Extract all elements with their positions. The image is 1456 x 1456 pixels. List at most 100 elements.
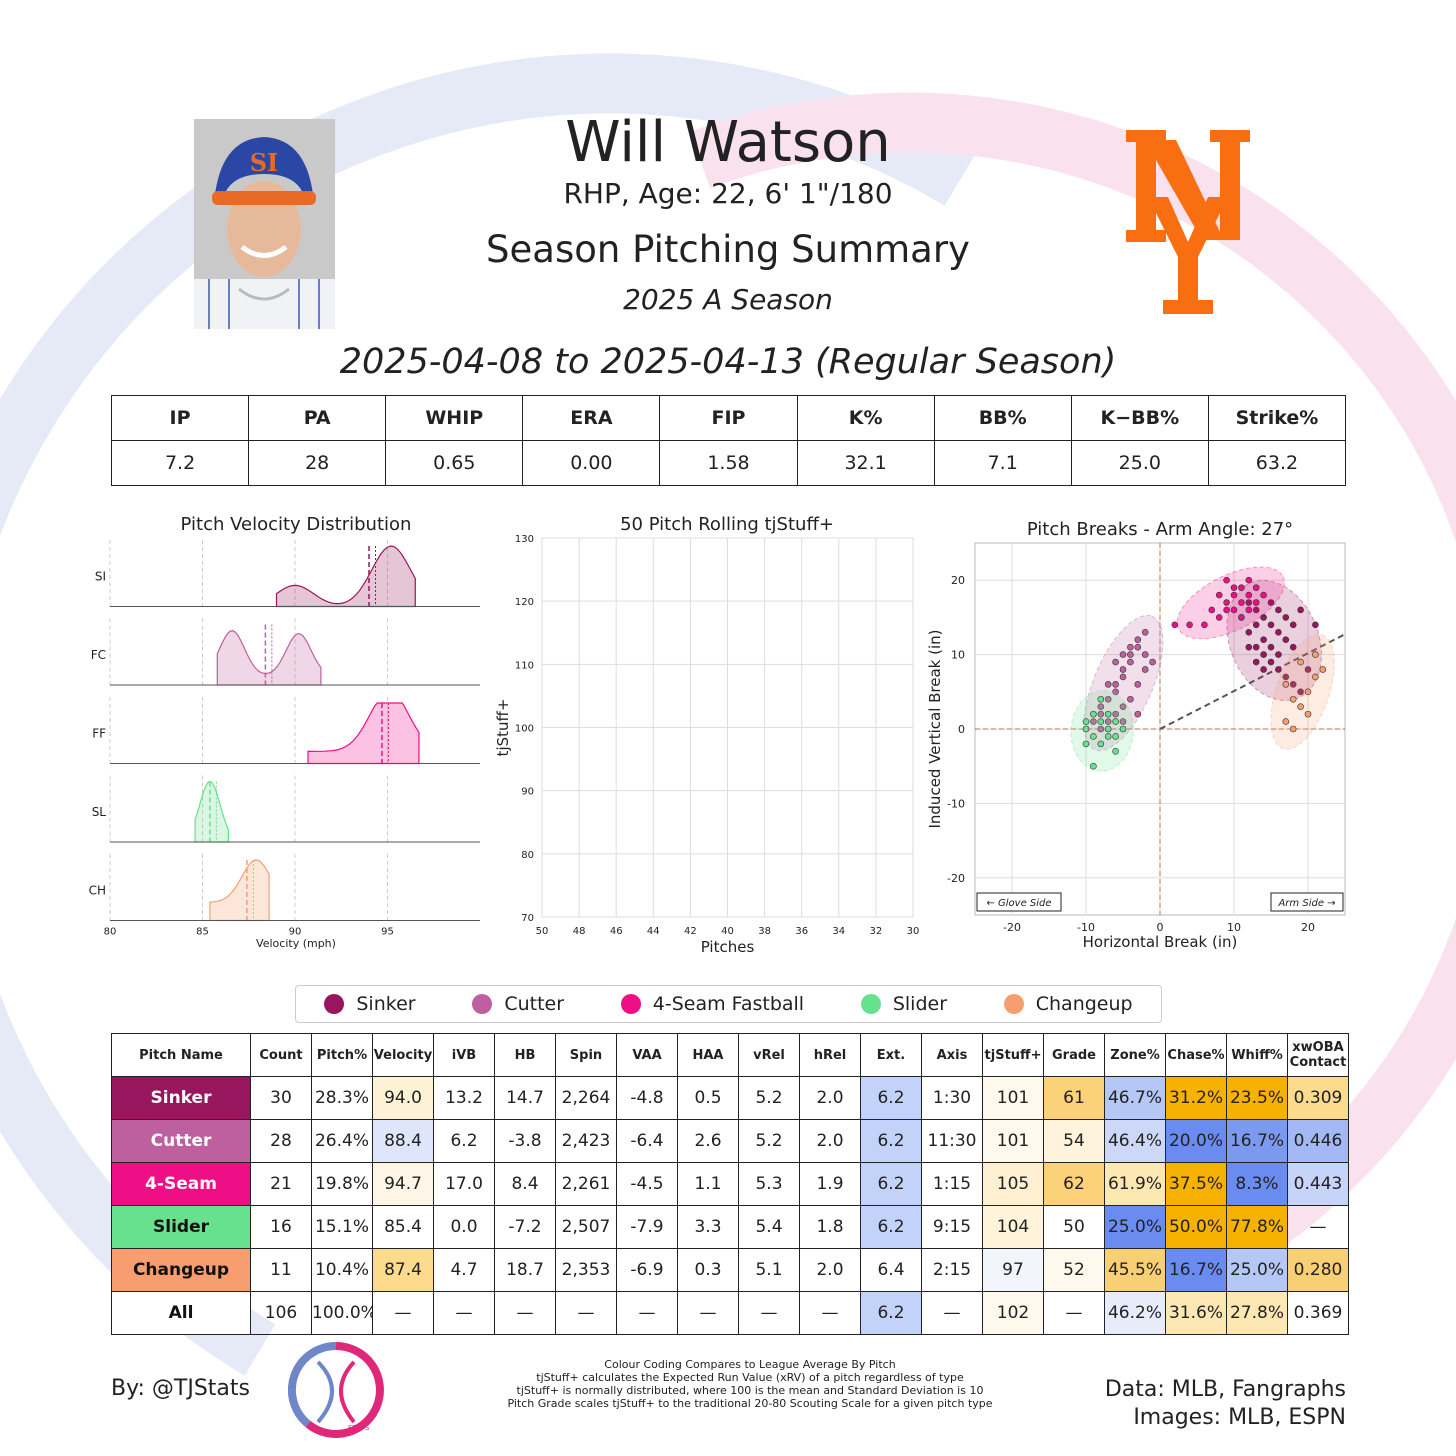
legend-label: Cutter: [504, 993, 565, 1015]
break-point: [1267, 621, 1275, 629]
stat-header: ERA: [522, 395, 661, 441]
breaks-xtick: -20: [1003, 921, 1021, 934]
break-point: [1223, 576, 1230, 584]
break-point: [1127, 658, 1134, 666]
arsenal-cell: 5.2: [738, 1119, 800, 1163]
player-info: RHP, Age: 22, 6' 1"/180: [563, 177, 893, 210]
arsenal-cell: 1:15: [921, 1162, 983, 1206]
rolling-ytick: 130: [515, 534, 534, 545]
arsenal-cell: 31.6%: [1165, 1291, 1227, 1335]
breaks-xtick: 10: [1227, 921, 1241, 934]
break-point: [1082, 740, 1090, 748]
break-point: [1245, 643, 1253, 651]
rolling-chart-title: 50 Pitch Rolling tjStuff+: [620, 514, 834, 535]
arsenal-cell: 5.3: [738, 1162, 800, 1206]
rolling-ytick: 110: [515, 660, 534, 671]
arsenal-cell: 0.5: [677, 1076, 739, 1120]
arsenal-cell: —: [372, 1291, 434, 1335]
legend-item-fourseam: 4-Seam Fastball: [620, 993, 805, 1015]
arsenal-cell: 97: [982, 1248, 1044, 1292]
stats-value-row: 7.2 28 0.65 0.00 1.58 32.1 7.1 25.0 63.2: [110, 440, 1347, 486]
arsenal-cell: 5.4: [738, 1205, 800, 1249]
arsenal-cell: 50: [1043, 1205, 1105, 1249]
arsenal-cell: 101: [982, 1119, 1044, 1163]
stat-header: K%: [796, 395, 935, 441]
arsenal-cell: -3.8: [494, 1119, 556, 1163]
rolling-ytick: 120: [515, 597, 534, 608]
velocity-density-ch: [209, 859, 270, 922]
rolling-xtick: 30: [907, 926, 920, 937]
break-point: [1223, 606, 1230, 614]
break-point: [1297, 703, 1304, 710]
data-credits: Data: MLB, Fangraphs Images: MLB, ESPN: [1105, 1376, 1346, 1432]
break-point: [1260, 614, 1267, 621]
rolling-xtick: 46: [610, 926, 623, 937]
arsenal-cell: 1.1: [677, 1162, 739, 1206]
break-point: [1304, 666, 1312, 673]
break-point: [1097, 710, 1105, 718]
break-point: [1252, 606, 1260, 614]
stat-header: PA: [248, 395, 387, 441]
breaks-xtick: -10: [1077, 921, 1095, 934]
arsenal-cell: 10.4%: [311, 1248, 373, 1292]
break-point: [1245, 591, 1253, 599]
arsenal-cell: 17.0: [433, 1162, 495, 1206]
break-point: [1104, 718, 1112, 725]
data-credit: Data: MLB, Fangraphs: [1104, 1377, 1346, 1402]
break-point: [1260, 651, 1267, 658]
velocity-tick-label: 90: [289, 927, 302, 938]
arsenal-header-cell: Grade: [1043, 1033, 1105, 1077]
rolling-xtick: 50: [536, 926, 549, 937]
arsenal-cell: 0.280: [1287, 1248, 1349, 1292]
rolling-ytick: 90: [521, 787, 534, 798]
rolling-xtick: 38: [758, 926, 771, 937]
arsenal-cell: 4.7: [433, 1248, 495, 1292]
breaks-xtick: 20: [1301, 921, 1315, 934]
arsenal-cell: 0.446: [1287, 1119, 1349, 1163]
arsenal-cell: 106: [250, 1291, 312, 1335]
legend-dot: [860, 994, 881, 1014]
velocity-lane-label: FC: [91, 648, 106, 662]
arsenal-cell: 2,353: [555, 1248, 617, 1292]
break-point: [1119, 718, 1127, 725]
arsenal-cell: 6.2: [433, 1119, 495, 1163]
rolling-xtick: 42: [684, 926, 697, 937]
stat-header: BB%: [933, 395, 1072, 441]
break-point: [1275, 651, 1282, 658]
arsenal-header-cell: Ext.: [860, 1033, 922, 1077]
pitch-arsenal-table: Pitch Name Count Pitch% Velocity iVB HB Spin VA…: [111, 1033, 1349, 1335]
break-point: [1304, 710, 1312, 718]
arsenal-header-cell: Velocity: [372, 1033, 434, 1077]
arsenal-header-cell: hRel: [799, 1033, 861, 1077]
legend-label: Changeup: [1035, 993, 1133, 1015]
arsenal-cell: 0.0: [433, 1205, 495, 1249]
arm-side-label: Arm Side →: [1277, 898, 1335, 909]
break-point: [1260, 591, 1267, 599]
legend-item-sinker: Sinker: [324, 993, 416, 1015]
breaks-ytick: 10: [951, 649, 965, 662]
break-point: [1312, 673, 1319, 681]
break-point: [1186, 621, 1193, 629]
arsenal-header-cell: HB: [494, 1033, 556, 1077]
break-point: [1252, 658, 1260, 666]
rolling-chart: 50 48 46 44 42 40 38 36 34 32 30 130 120 110 100 90 80 70…: [494, 534, 920, 956]
velocity-density-fc: [216, 629, 322, 686]
arsenal-cell: 6.2: [860, 1205, 922, 1249]
arsenal-cell: -6.9: [616, 1248, 678, 1292]
break-point: [1245, 576, 1253, 584]
arsenal-header-cell: tjStuff+: [982, 1033, 1044, 1077]
arsenal-cell: 104: [982, 1205, 1044, 1249]
arsenal-header-cell: Count: [250, 1033, 312, 1077]
tjstats-logo: STATS: [288, 1342, 384, 1438]
stat-value: 7.1: [933, 440, 1072, 486]
arsenal-row-slider: Slider 16 15.1% 85.4 0.0 -7.2 2,507 -7.9 3.3 5.4 1…: [111, 1205, 1349, 1249]
break-point: [1289, 643, 1297, 651]
arsenal-cell: 28: [250, 1119, 312, 1163]
arm-angle-line: [1159, 633, 1346, 730]
break-point: [1282, 614, 1290, 621]
arsenal-cell: 2.0: [799, 1076, 861, 1120]
stat-value: 25.0: [1070, 440, 1209, 486]
breaks-chart: -20 -10 0 10 20 20 10 0 -10 -20 ← Glove Side Arm Si…: [926, 542, 1346, 951]
legend-label: 4-Seam Fastball: [652, 993, 805, 1015]
arsenal-cell: 45.5%: [1104, 1248, 1166, 1292]
